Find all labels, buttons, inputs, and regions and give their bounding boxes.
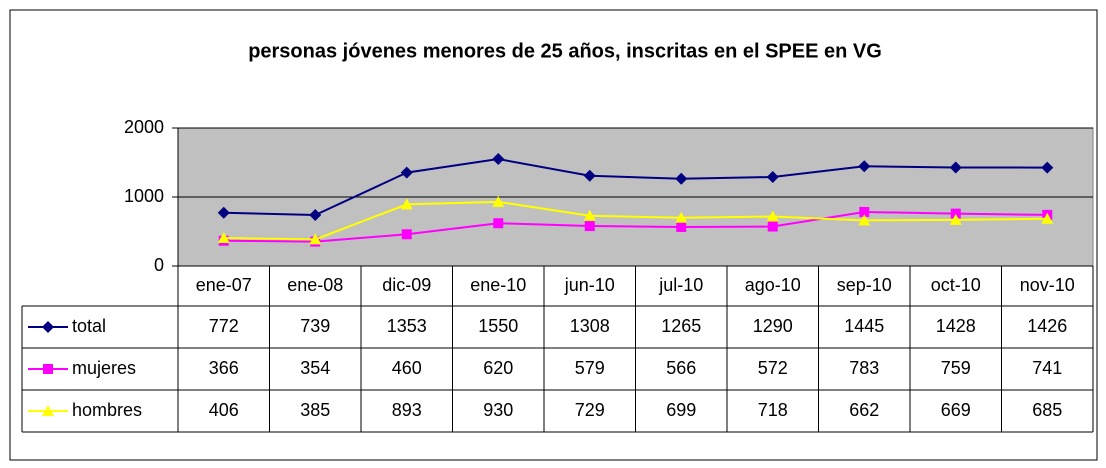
legend-label: hombres <box>72 400 142 420</box>
table-value: 699 <box>666 400 696 420</box>
marker <box>217 231 230 243</box>
table-value: 572 <box>758 358 788 378</box>
marker <box>949 161 962 174</box>
table-value: 620 <box>483 358 513 378</box>
x-tick-label: ene-10 <box>470 275 526 295</box>
marker <box>492 153 505 166</box>
marker <box>584 221 595 232</box>
marker <box>1041 212 1054 224</box>
table-value: 1426 <box>1027 316 1067 336</box>
table-value: 729 <box>575 400 605 420</box>
marker <box>583 169 596 182</box>
marker <box>767 221 778 232</box>
marker <box>859 206 870 217</box>
x-tick-label: sep-10 <box>837 275 892 295</box>
x-tick-label: oct-10 <box>931 275 981 295</box>
marker <box>858 160 871 173</box>
x-tick-label: ene-08 <box>287 275 343 295</box>
marker <box>675 211 688 223</box>
table-value: 406 <box>209 400 239 420</box>
marker <box>401 229 412 240</box>
table-value: 759 <box>941 358 971 378</box>
table-value: 685 <box>1032 400 1062 420</box>
table-value: 460 <box>392 358 422 378</box>
series-line <box>223 210 1048 243</box>
marker <box>309 233 322 245</box>
marker <box>492 195 505 207</box>
y-tick-label: 1000 <box>124 186 164 206</box>
marker <box>43 364 53 374</box>
table-value: 739 <box>300 316 330 336</box>
table-value: 1428 <box>936 316 976 336</box>
table-value: 741 <box>1032 358 1062 378</box>
marker <box>400 166 413 179</box>
y-tick-label: 2000 <box>124 117 164 137</box>
table-value: 893 <box>392 400 422 420</box>
marker <box>217 206 230 219</box>
table-value: 783 <box>849 358 879 378</box>
table-value: 1265 <box>661 316 701 336</box>
series-line <box>223 158 1048 217</box>
chart-title: personas jóvenes menores de 25 años, ins… <box>248 40 882 62</box>
table-value: 1550 <box>478 316 518 336</box>
table-value: 1445 <box>844 316 884 336</box>
marker <box>583 209 596 221</box>
x-tick-label: ago-10 <box>745 275 801 295</box>
x-tick-label: jul-10 <box>658 275 703 295</box>
marker <box>949 213 962 225</box>
x-tick-label: jun-10 <box>564 275 615 295</box>
marker <box>493 218 504 229</box>
marker <box>950 208 961 219</box>
table-value: 366 <box>209 358 239 378</box>
table-value: 1353 <box>387 316 427 336</box>
x-tick-label: nov-10 <box>1020 275 1075 295</box>
table-value: 718 <box>758 400 788 420</box>
marker <box>766 210 779 222</box>
table-value: 566 <box>666 358 696 378</box>
marker <box>675 172 688 185</box>
x-tick-label: dic-09 <box>382 275 431 295</box>
legend-label: total <box>72 316 106 336</box>
table-value: 669 <box>941 400 971 420</box>
table-value: 1308 <box>570 316 610 336</box>
y-tick-label: 0 <box>154 255 164 275</box>
series-line <box>223 200 1048 241</box>
marker <box>1041 161 1054 174</box>
x-tick-label: ene-07 <box>196 275 252 295</box>
table-value: 772 <box>209 316 239 336</box>
table-value: 354 <box>300 358 330 378</box>
table-value: 1290 <box>753 316 793 336</box>
marker <box>309 209 322 222</box>
marker <box>42 405 54 416</box>
marker <box>766 170 779 183</box>
legend-label: mujeres <box>72 358 136 378</box>
marker <box>42 321 54 333</box>
marker <box>858 214 871 226</box>
table-value: 930 <box>483 400 513 420</box>
marker <box>400 198 413 210</box>
table-value: 385 <box>300 400 330 420</box>
table-value: 579 <box>575 358 605 378</box>
marker <box>676 221 687 232</box>
table-value: 662 <box>849 400 879 420</box>
